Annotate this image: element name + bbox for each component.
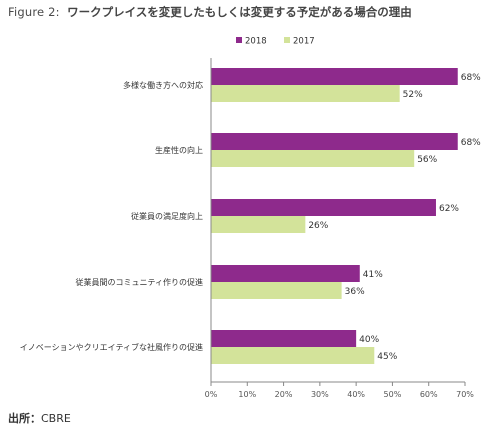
bar-2018-1 — [211, 68, 458, 85]
bar-2017-5 — [211, 347, 375, 364]
category-label-2: 生産性の向上 — [155, 145, 203, 155]
x-tick-label-2: 20% — [275, 390, 293, 399]
legend-label-2017: 2017 — [293, 37, 315, 47]
x-tick-label-4: 40% — [347, 390, 365, 399]
legend-label-2018: 2018 — [245, 37, 267, 47]
x-tick-label-7: 70% — [456, 390, 474, 399]
legend-swatch-2018 — [236, 37, 242, 43]
x-tick-label-0: 0% — [205, 390, 218, 399]
value-label-2018-4: 41% — [363, 270, 383, 280]
value-label-2017-3: 26% — [308, 221, 328, 231]
value-label-2018-3: 62% — [439, 204, 459, 214]
value-label-2017-2: 56% — [417, 155, 437, 165]
bar-2018-4 — [211, 265, 360, 282]
legend-swatch-2017 — [284, 37, 290, 43]
value-label-2018-5: 40% — [359, 335, 379, 345]
figure-label: Figure 2: — [8, 5, 60, 19]
title-text: ワークプレイスを変更したもしくは変更する予定がある場合の理由 — [67, 5, 412, 19]
category-label-5: イノベーションやクリエイティブな社風作りの促進 — [20, 342, 203, 352]
bar-2017-3 — [211, 216, 306, 233]
value-label-2017-5: 45% — [377, 352, 397, 362]
bar-2017-2 — [211, 150, 415, 167]
bar-2017-4 — [211, 282, 342, 299]
chart-title: Figure 2: ワークプレイスを変更したもしくは変更する予定がある場合の理由 — [8, 4, 412, 20]
source-note: 出所：CBRE — [8, 410, 71, 426]
x-tick-label-1: 10% — [238, 390, 256, 399]
bar-2018-2 — [211, 133, 458, 150]
bar-2018-3 — [211, 199, 436, 216]
value-label-2018-1: 68% — [461, 73, 481, 83]
value-label-2018-2: 68% — [461, 138, 481, 148]
value-label-2017-4: 36% — [345, 287, 365, 297]
x-tick-label-3: 30% — [311, 390, 329, 399]
category-label-1: 多様な働き方への対応 — [123, 80, 203, 90]
bar-2017-1 — [211, 85, 400, 102]
x-tick-label-6: 60% — [420, 390, 438, 399]
source-value: CBRE — [41, 412, 71, 425]
value-label-2017-1: 52% — [403, 90, 423, 100]
source-label: 出所： — [8, 412, 41, 425]
category-label-4: 従業員間のコミュニティ作りの促進 — [75, 277, 203, 287]
x-tick-label-5: 50% — [384, 390, 402, 399]
category-label-3: 従業員の満足度向上 — [131, 211, 203, 221]
bar-2018-5 — [211, 330, 357, 347]
